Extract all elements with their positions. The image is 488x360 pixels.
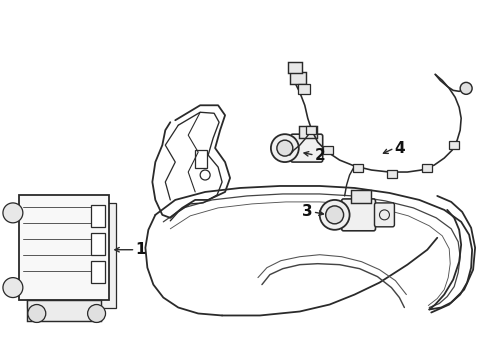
Circle shape xyxy=(319,200,349,230)
Text: 2: 2 xyxy=(314,148,325,163)
FancyBboxPatch shape xyxy=(297,84,309,94)
Bar xyxy=(90,233,104,255)
FancyBboxPatch shape xyxy=(322,146,332,154)
FancyBboxPatch shape xyxy=(305,126,315,134)
FancyBboxPatch shape xyxy=(289,72,305,84)
Bar xyxy=(90,261,104,283)
FancyBboxPatch shape xyxy=(298,126,316,138)
FancyBboxPatch shape xyxy=(386,170,397,178)
Circle shape xyxy=(28,305,46,323)
FancyBboxPatch shape xyxy=(341,199,375,231)
FancyBboxPatch shape xyxy=(374,203,394,227)
Text: 1: 1 xyxy=(135,242,145,257)
Circle shape xyxy=(3,203,23,223)
Circle shape xyxy=(459,82,471,94)
FancyBboxPatch shape xyxy=(19,195,108,300)
FancyBboxPatch shape xyxy=(27,203,116,307)
Circle shape xyxy=(276,140,292,156)
Bar xyxy=(90,205,104,227)
FancyBboxPatch shape xyxy=(287,62,301,73)
FancyBboxPatch shape xyxy=(27,300,101,321)
FancyBboxPatch shape xyxy=(350,190,370,203)
Text: 3: 3 xyxy=(302,204,312,219)
Circle shape xyxy=(270,134,298,162)
Circle shape xyxy=(325,206,343,224)
FancyBboxPatch shape xyxy=(448,141,458,149)
Circle shape xyxy=(3,278,23,298)
FancyBboxPatch shape xyxy=(290,134,322,162)
FancyBboxPatch shape xyxy=(352,164,362,172)
Text: 4: 4 xyxy=(393,141,404,156)
Bar xyxy=(195,150,207,168)
FancyBboxPatch shape xyxy=(422,164,431,172)
Circle shape xyxy=(87,305,105,323)
